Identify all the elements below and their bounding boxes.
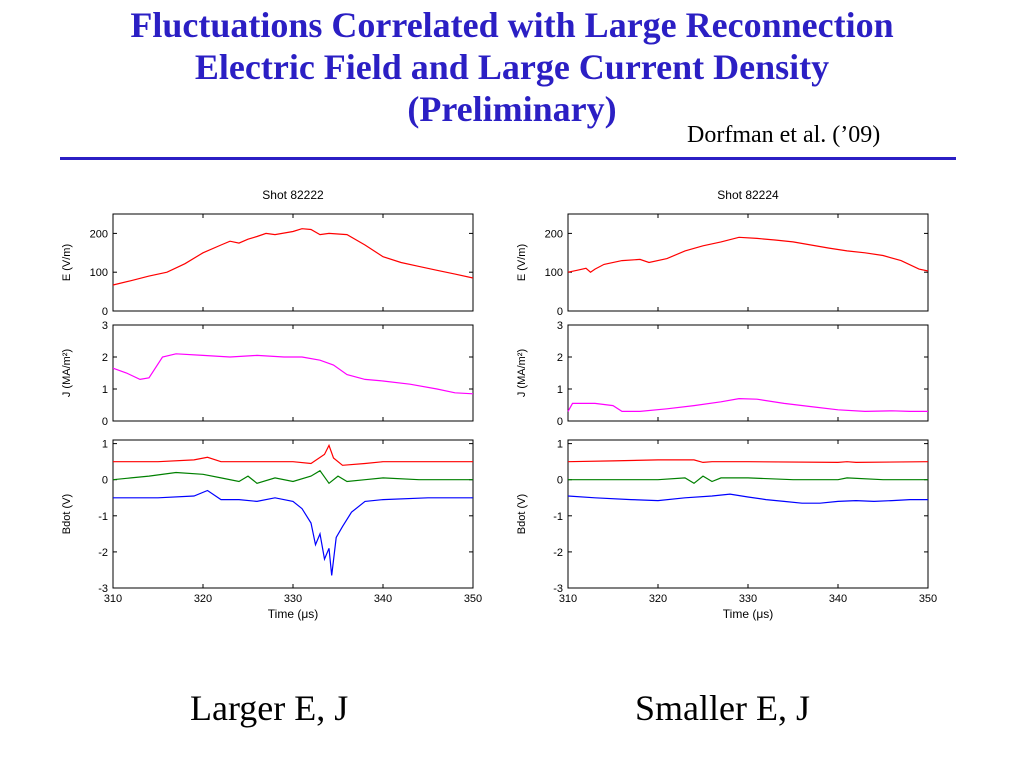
series-line-2	[568, 475, 928, 485]
x-axis-label: Time (μs)	[723, 607, 773, 621]
caption-right: Smaller E, J	[635, 688, 810, 728]
panel-2: 0 1 2 3 J (MA/m²)	[516, 320, 929, 428]
y-axis-label: Bdot (V)	[61, 494, 73, 534]
x-tick-label: 320	[194, 593, 212, 605]
y-axis-label: Bdot (V)	[516, 494, 528, 534]
panel-frame	[567, 439, 929, 589]
x-tick-label: 340	[829, 593, 847, 605]
y-tick-label: 3	[557, 320, 563, 332]
x-tick-label: 350	[919, 593, 937, 605]
y-tick-label: 0	[102, 475, 108, 487]
series-line-1	[567, 459, 929, 464]
y-tick-label: 100	[545, 267, 563, 279]
y-tick-label: -3	[98, 583, 108, 595]
series-line-1	[113, 443, 473, 466]
x-axis-label: Time (μs)	[268, 607, 318, 621]
slide-title: Fluctuations Correlated with Large Recon…	[20, 4, 1004, 130]
y-tick-label: -2	[553, 547, 563, 559]
y-tick-label: 1	[557, 384, 563, 396]
y-tick-label: -1	[98, 511, 108, 523]
chart-title: Shot 82222	[262, 188, 324, 202]
y-tick-label: 200	[90, 228, 108, 240]
y-tick-label: -2	[98, 547, 108, 559]
y-axis-label: E (V/m)	[61, 244, 73, 281]
y-tick-label: 0	[102, 416, 108, 428]
panel-frame	[567, 324, 929, 422]
panel-3: -3 -2 -1 0 1 310 320 330 340 350 Bdot (V)	[61, 439, 482, 605]
y-tick-label: -1	[553, 511, 563, 523]
x-tick-label: 330	[739, 593, 757, 605]
x-tick-label: 310	[104, 593, 122, 605]
panel-1: 0 100 200 E (V/m)	[516, 213, 929, 318]
panel-1: 0 100 200 E (V/m)	[61, 213, 474, 318]
y-tick-label: 0	[557, 416, 563, 428]
y-tick-label: 0	[102, 306, 108, 318]
y-tick-label: 0	[557, 306, 563, 318]
series-line-1	[567, 397, 928, 413]
y-tick-label: 1	[102, 439, 108, 451]
y-tick-label: 2	[557, 352, 563, 364]
y-tick-label: 2	[102, 352, 108, 364]
series-line-1	[112, 353, 474, 395]
y-tick-label: 200	[545, 228, 563, 240]
y-tick-label: 100	[90, 267, 108, 279]
title-underline	[60, 157, 956, 160]
x-tick-label: 340	[374, 593, 392, 605]
chart-title: Shot 82224	[717, 188, 779, 202]
y-axis-label: J (MA/m²)	[516, 349, 528, 397]
y-tick-label: 1	[557, 439, 563, 451]
panel-frame	[112, 324, 474, 422]
y-tick-label: 3	[102, 320, 108, 332]
panel-frame	[112, 439, 474, 589]
caption-left: Larger E, J	[190, 688, 349, 728]
series-line-3	[567, 493, 928, 504]
panel-2: 0 1 2 3 J (MA/m²)	[61, 320, 474, 428]
y-tick-label: 0	[557, 475, 563, 487]
x-tick-label: 330	[284, 593, 302, 605]
panel-3: -3 -2 -1 0 1 310 320 330 340 350 Bdot (V)	[516, 439, 937, 605]
y-axis-label: J (MA/m²)	[61, 349, 73, 397]
series-line-2	[112, 469, 473, 485]
series-line-3	[113, 489, 473, 576]
title-line-1: Fluctuations Correlated with Large Recon…	[130, 5, 894, 45]
x-tick-label: 350	[464, 593, 482, 605]
title-line-2: Electric Field and Large Current Density	[194, 47, 830, 87]
title-line-3: (Preliminary)	[407, 89, 617, 129]
series-line-1	[112, 228, 474, 286]
x-tick-label: 320	[649, 593, 667, 605]
panel-frame	[567, 213, 929, 312]
x-tick-label: 310	[559, 593, 577, 605]
panel-frame	[112, 213, 474, 312]
citation: Dorfman et al. (’09)	[687, 122, 881, 148]
y-axis-label: E (V/m)	[516, 244, 528, 281]
series-line-1	[567, 236, 929, 273]
y-tick-label: -3	[553, 583, 563, 595]
y-tick-label: 1	[102, 384, 108, 396]
